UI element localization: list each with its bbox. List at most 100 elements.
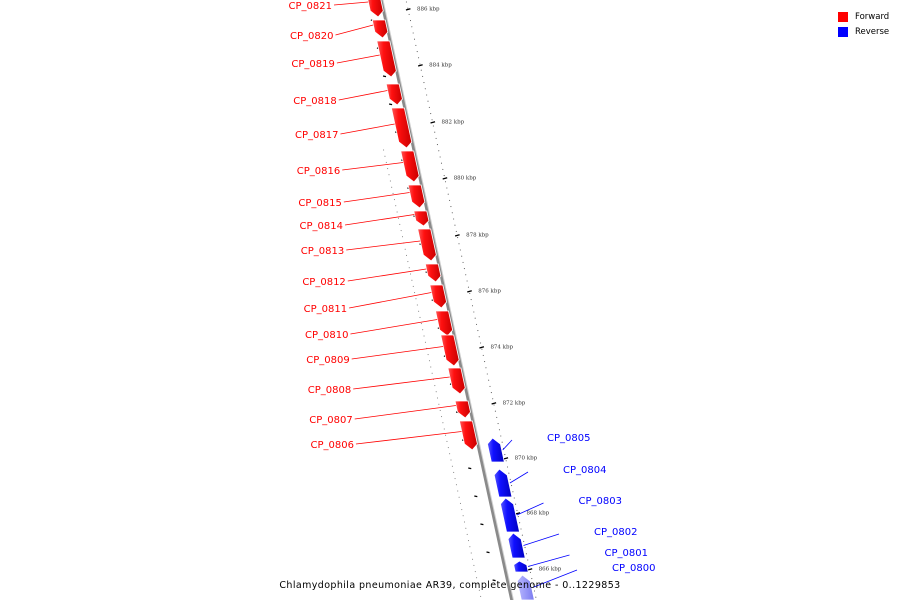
label-leader — [346, 240, 421, 251]
label-leader — [354, 405, 456, 420]
scale-dot — [458, 496, 460, 498]
tick-label: 870 kbp — [515, 456, 538, 462]
scale-dot — [438, 150, 440, 152]
scale-dot — [438, 403, 440, 405]
gene-arrow-cp-0818[interactable] — [385, 83, 403, 106]
label-leader — [516, 502, 544, 516]
tick-label: 878 kbp — [466, 233, 489, 239]
scale-dot — [441, 416, 443, 418]
scale-dot — [412, 285, 414, 287]
minor-tick — [480, 523, 484, 526]
label-leader — [351, 346, 444, 360]
scale-dot — [486, 373, 488, 375]
scale-dot — [415, 44, 417, 46]
scale-dot — [434, 131, 436, 133]
scale-dot — [414, 292, 416, 294]
scale-dot — [475, 323, 478, 325]
scale-dot — [436, 144, 438, 146]
major-tick — [454, 234, 460, 237]
gene-arrow-cp-0801[interactable] — [513, 560, 529, 573]
gene-arrow-cp-0802[interactable] — [507, 532, 526, 559]
scale-dot — [446, 187, 448, 189]
gene-arrow-cp-0811[interactable] — [429, 284, 447, 309]
scale-dot — [471, 305, 474, 307]
scale-dot — [411, 26, 413, 28]
major-tick — [430, 121, 436, 124]
label-leader — [523, 533, 560, 546]
gene-label: CP_0803 — [579, 496, 622, 507]
scale-dot — [521, 534, 523, 536]
scale-dot — [383, 149, 385, 151]
scale-dot — [482, 354, 484, 356]
scale-dot — [478, 336, 480, 338]
scale-dot — [477, 583, 479, 585]
gene-label: CP_0808 — [308, 385, 351, 396]
scale-dot — [422, 329, 424, 331]
gene-arrow-cp-0820[interactable] — [371, 19, 389, 39]
gene-arrow-cp-0803[interactable] — [500, 497, 521, 533]
minor-tick — [486, 551, 490, 554]
gene-label: CP_0819 — [291, 59, 334, 70]
major-tick — [503, 457, 509, 460]
scale-dot — [520, 528, 522, 530]
gene-arrow-cp-0819[interactable] — [376, 40, 397, 78]
tick-label: 886 kbp — [417, 7, 440, 13]
gene-arrow-cp-0821[interactable] — [367, 0, 384, 18]
gene-arrow-cp-0813[interactable] — [417, 228, 437, 262]
scale-dot — [493, 404, 495, 406]
scale-dot — [406, 254, 408, 256]
gene-arrow-cp-0807[interactable] — [454, 400, 471, 419]
scale-dot — [454, 478, 456, 480]
gene-label: CP_0811 — [304, 304, 347, 315]
label-leader — [532, 569, 578, 588]
gene-arrow-cp-0808[interactable] — [447, 367, 466, 395]
scale-dot — [404, 248, 406, 250]
scale-dot — [424, 341, 426, 343]
reverse-swatch — [838, 26, 848, 37]
scale-dot — [397, 217, 399, 219]
major-tick — [491, 402, 497, 405]
gene-arrow-cp-0816[interactable] — [400, 150, 420, 183]
scale-dot — [388, 174, 390, 176]
scale-dot — [527, 559, 529, 561]
scale-dot — [439, 156, 441, 158]
scale-dot — [501, 441, 503, 443]
tick-label: 880 kbp — [454, 176, 477, 182]
tick-label: 882 kbp — [442, 120, 465, 126]
scale-dot — [516, 509, 518, 511]
gene-label: CP_0805 — [547, 433, 590, 444]
gene-arrow-cp-0806[interactable] — [458, 420, 478, 451]
gene-arrow-cp-0812[interactable] — [424, 263, 442, 283]
scale-dot — [432, 125, 434, 127]
scale-dot — [446, 440, 448, 442]
gene-arrow-cp-0809[interactable] — [440, 334, 460, 367]
gene-arrow-cp-0815[interactable] — [407, 184, 426, 209]
gene-arrow-cp-0810[interactable] — [435, 310, 454, 337]
scale-dot — [409, 20, 412, 22]
scale-dot — [529, 571, 531, 573]
scale-dot — [408, 267, 410, 269]
map-caption: Chlamydophila pneumoniae AR39, complete … — [279, 580, 620, 591]
gene-label: CP_0804 — [563, 465, 606, 476]
gene-arrow-cp-0805[interactable] — [486, 437, 505, 463]
scale-dot — [430, 366, 432, 368]
tick-label: 876 kbp — [478, 289, 501, 295]
gene-arrow-cp-0817[interactable] — [390, 107, 413, 149]
scale-dot — [457, 490, 459, 492]
label-leader — [343, 192, 410, 203]
gene-arrow-cp-0804[interactable] — [493, 468, 513, 498]
gene-arrow-cp-0800[interactable] — [516, 574, 535, 600]
scale-dot — [472, 558, 474, 560]
gene-label: CP_0821 — [289, 1, 332, 12]
tick-label: 874 kbp — [490, 345, 513, 351]
scale-dot — [447, 193, 449, 195]
gene-arrow-cp-0814[interactable] — [413, 210, 430, 227]
scale-dot — [453, 471, 455, 473]
scale-dot — [439, 409, 441, 411]
scale-dot — [535, 596, 537, 598]
gene-label: CP_0818 — [293, 96, 336, 107]
scale-dot — [451, 212, 453, 214]
scale-dot — [480, 595, 482, 597]
scale-dot — [469, 546, 471, 548]
tick-label: 868 kbp — [527, 511, 550, 517]
